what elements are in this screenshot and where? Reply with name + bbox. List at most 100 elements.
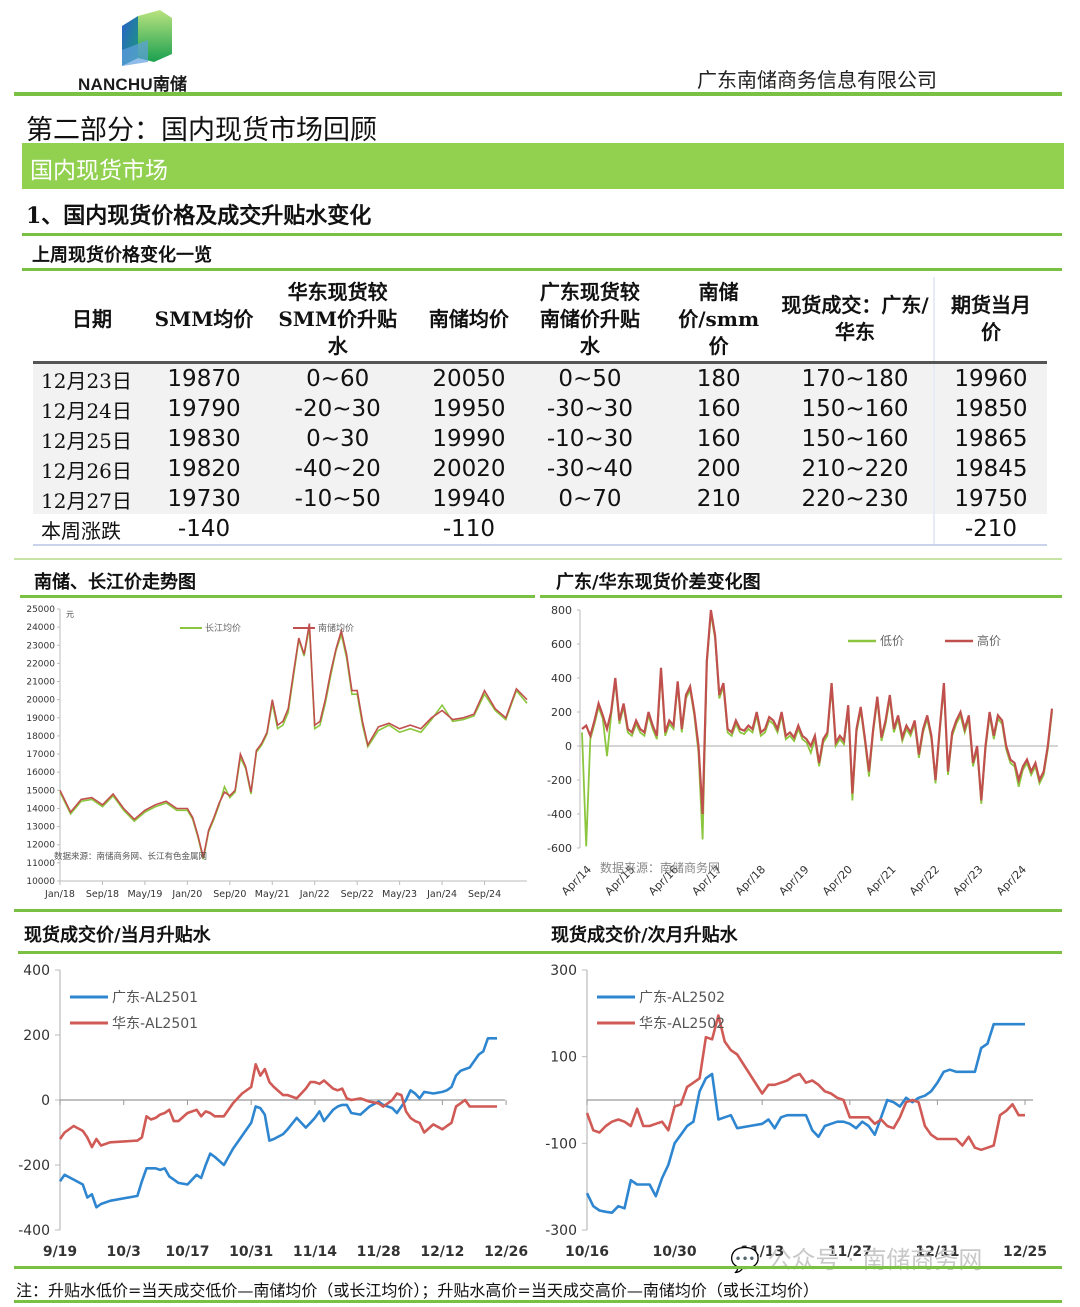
- svg-text:10/17: 10/17: [165, 1244, 209, 1260]
- col-header: 华东现货较SMM价升贴水: [257, 277, 419, 363]
- col-header: 南储价/smm价: [660, 277, 778, 363]
- svg-text:元: 元: [66, 610, 74, 619]
- svg-text:0: 0: [565, 740, 572, 753]
- svg-text:19000: 19000: [26, 714, 55, 724]
- value-cell: -140: [150, 514, 258, 546]
- svg-text:13000: 13000: [26, 823, 55, 833]
- value-cell: -10~30: [519, 424, 661, 454]
- svg-text:15000: 15000: [26, 786, 55, 796]
- value-cell: 220~230: [777, 484, 934, 514]
- svg-text:Apr/21: Apr/21: [863, 863, 898, 898]
- svg-text:广东-AL2502: 广东-AL2502: [639, 990, 725, 1006]
- svg-text:-400: -400: [547, 808, 572, 821]
- svg-text:Jan/24: Jan/24: [426, 889, 457, 900]
- svg-text:May/21: May/21: [255, 889, 290, 900]
- value-cell: 170~180: [777, 362, 934, 394]
- svg-text:低价: 低价: [880, 634, 904, 648]
- svg-text:22000: 22000: [26, 659, 55, 669]
- svg-text:Apr/24: Apr/24: [994, 863, 1029, 898]
- svg-text:Sep/18: Sep/18: [86, 889, 119, 900]
- logo-mark-icon: [122, 10, 172, 66]
- value-cell: -20~30: [257, 394, 419, 424]
- chart-title-spread: 广东/华东现货价差变化图: [556, 572, 761, 593]
- svg-text:Apr/20: Apr/20: [820, 863, 855, 898]
- table-header-row: 日期 SMM均价 华东现货较SMM价升贴水 南储均价 广东现货较南储价升贴水 南…: [33, 277, 1047, 363]
- svg-text:12/26: 12/26: [484, 1244, 528, 1260]
- col-header: 日期: [33, 277, 151, 363]
- svg-text:20000: 20000: [26, 696, 55, 706]
- table-row: 12月24日 19790 -20~30 19950 -30~30 160 150~160 19…: [33, 394, 1047, 424]
- table-title-divider: [22, 268, 1062, 271]
- svg-text:华东-AL2502: 华东-AL2502: [639, 1016, 725, 1032]
- col-header: 南储均价: [418, 277, 520, 363]
- value-cell: 19870: [150, 362, 258, 394]
- svg-text:0: 0: [41, 1093, 50, 1109]
- section-banner: 国内现货市场: [22, 143, 1064, 189]
- svg-text:17000: 17000: [26, 750, 55, 760]
- value-cell: 19940: [418, 484, 520, 514]
- svg-text:200: 200: [551, 706, 572, 719]
- svg-text:11000: 11000: [26, 859, 55, 869]
- table-row: 12月25日 19830 0~30 19990 -10~30 160 150~160 1986…: [33, 424, 1047, 454]
- value-cell: -40~20: [257, 454, 419, 484]
- value-cell: -30~40: [519, 454, 661, 484]
- value-cell: 0~30: [257, 424, 419, 454]
- current-month-basis-chart: -400 -200 0 200 400 9/19 10/3 10/17 10/31 11/14 11…: [18, 963, 528, 1260]
- svg-text:Jan/20: Jan/20: [171, 889, 202, 900]
- value-cell: 0~70: [519, 484, 661, 514]
- date-cell: 12月25日: [33, 424, 151, 454]
- svg-text:-600: -600: [547, 842, 572, 855]
- value-cell: 150~160: [777, 424, 934, 454]
- table-title: 上周现货价格变化一览: [32, 245, 212, 266]
- value-cell: [519, 514, 661, 546]
- chart-divider: [18, 951, 540, 954]
- watermark: 💬 公众号 · 南储商务网: [730, 1246, 983, 1274]
- divider: [14, 909, 1062, 912]
- svg-text:10/31: 10/31: [229, 1244, 273, 1260]
- svg-text:数据来源：南储商务网: 数据来源：南储商务网: [600, 860, 720, 875]
- svg-text:-400: -400: [18, 1223, 50, 1239]
- svg-text:Jan/22: Jan/22: [299, 889, 330, 900]
- col-header: 现货成交：广东/华东: [777, 277, 934, 363]
- svg-text:600: 600: [551, 638, 572, 651]
- svg-text:长江均价: 长江均价: [205, 622, 241, 634]
- value-cell: [660, 514, 778, 546]
- value-cell: 19865: [932, 424, 1047, 454]
- section-divider: [22, 233, 1062, 236]
- banner-label: 国内现货市场: [30, 158, 168, 184]
- svg-text:May/19: May/19: [127, 889, 162, 900]
- chart-divider: [540, 595, 1062, 598]
- svg-text:11/27: 11/27: [828, 1244, 872, 1260]
- svg-text:100: 100: [550, 1050, 577, 1066]
- svg-text:16000: 16000: [26, 768, 55, 778]
- svg-text:800: 800: [551, 604, 572, 617]
- divider: [14, 558, 1062, 560]
- value-cell: 200: [660, 454, 778, 484]
- value-cell: 19990: [418, 424, 520, 454]
- value-cell: 19950: [418, 394, 520, 424]
- value-cell: 19750: [932, 484, 1047, 514]
- value-cell: -210: [932, 514, 1047, 546]
- value-cell: 0~60: [257, 362, 419, 394]
- company-name: 广东南储商务信息有限公司: [697, 68, 937, 92]
- svg-text:-200: -200: [18, 1158, 50, 1174]
- svg-text:21000: 21000: [26, 678, 55, 688]
- value-cell: 19845: [932, 454, 1047, 484]
- wechat-icon: 💬: [730, 1246, 768, 1274]
- svg-text:Apr/22: Apr/22: [907, 863, 942, 898]
- col-header: SMM均价: [150, 277, 258, 363]
- svg-text:Jan/18: Jan/18: [44, 889, 75, 900]
- value-cell: 19730: [150, 484, 258, 514]
- divider: [14, 1266, 1062, 1269]
- company-logo: [78, 10, 218, 95]
- divider: [14, 1300, 1062, 1303]
- chart-title-current-month: 现货成交价/当月升贴水: [24, 925, 211, 946]
- value-cell: 150~160: [777, 394, 934, 424]
- value-cell: -10~50: [257, 484, 419, 514]
- svg-text:11/14: 11/14: [293, 1244, 337, 1260]
- date-cell: 12月27日: [33, 484, 151, 514]
- svg-text:南储均价: 南储均价: [318, 622, 354, 634]
- part-title: 第二部分：国内现货市场回顾: [26, 115, 377, 146]
- svg-text:May/23: May/23: [382, 889, 417, 900]
